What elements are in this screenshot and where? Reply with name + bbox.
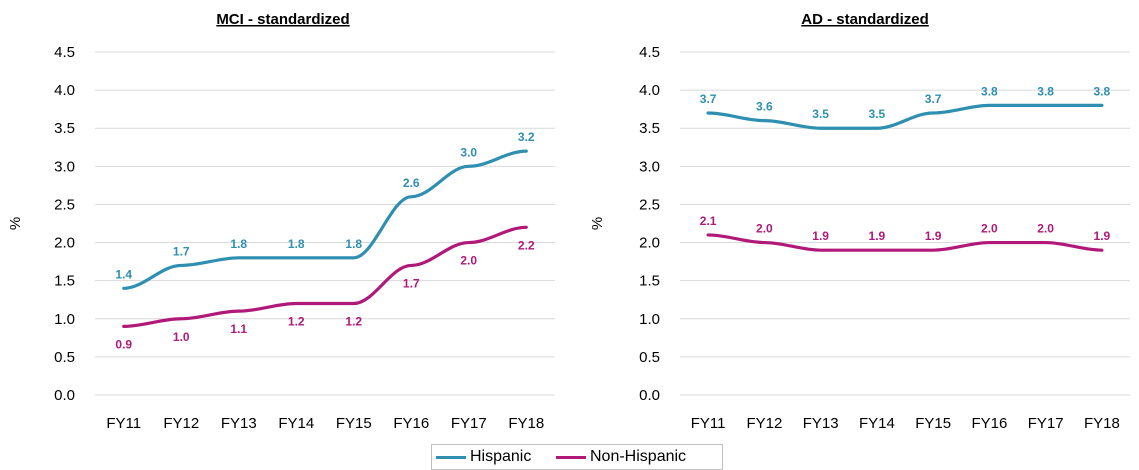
data-label-non-hispanic: 2.0	[981, 222, 998, 236]
legend-label-hispanic: Hispanic	[470, 448, 532, 465]
x-tick-label: FY17	[1028, 415, 1064, 432]
x-tick-label: FY13	[221, 415, 257, 432]
y-tick-label: 1.5	[54, 273, 75, 290]
series-line-hispanic	[706, 103, 1104, 130]
series-line-non-hispanic	[122, 225, 528, 328]
data-label-non-hispanic: 1.2	[288, 315, 305, 329]
y-tick-label: 3.5	[54, 120, 75, 137]
x-tick-label: FY18	[1084, 415, 1120, 432]
x-tick-label: FY15	[915, 415, 951, 432]
data-label-non-hispanic: 2.2	[518, 238, 535, 252]
x-tick-label: FY11	[691, 415, 726, 432]
y-tick-label: 2.5	[54, 196, 75, 213]
data-label-hispanic: 2.6	[403, 176, 420, 190]
y-tick-label: 0.0	[54, 387, 75, 404]
legend-label-non-hispanic: Non-Hispanic	[590, 448, 687, 465]
y-axis-label: %	[7, 217, 24, 230]
legend-item-hispanic: Hispanic	[436, 445, 531, 469]
legend-item-non-hispanic: Non-Hispanic	[556, 445, 686, 469]
x-tick-label: FY14	[278, 415, 314, 432]
y-tick-label: 3.5	[639, 120, 660, 137]
chart-title: AD - standardized	[801, 11, 929, 28]
series-line-non-hispanic	[706, 233, 1104, 252]
data-label-hispanic: 3.8	[1094, 84, 1111, 98]
data-label-non-hispanic: 1.9	[869, 229, 886, 243]
data-label-non-hispanic: 1.1	[230, 322, 247, 336]
x-tick-label: FY12	[163, 415, 199, 432]
y-tick-label: 1.0	[639, 311, 660, 328]
data-label-non-hispanic: 1.9	[812, 229, 829, 243]
data-label-hispanic: 3.7	[925, 92, 942, 106]
data-label-non-hispanic: 1.9	[925, 229, 942, 243]
data-label-non-hispanic: 1.2	[345, 315, 362, 329]
y-tick-label: 2.0	[639, 235, 660, 252]
y-tick-label: 2.5	[639, 196, 660, 213]
data-label-hispanic: 1.8	[345, 237, 362, 251]
ad-chart: AD - standardized 0.0 0.5 1.0 1.5 2.0 2.5 3.0 3.…	[589, 11, 1130, 432]
data-label-hispanic: 1.8	[288, 237, 305, 251]
x-tick-label: FY11	[106, 415, 141, 432]
y-tick-label: 0.0	[639, 387, 660, 404]
x-tick-label: FY16	[971, 415, 1007, 432]
y-tick-label: 4.5	[639, 44, 660, 61]
data-label-hispanic: 3.5	[812, 107, 829, 121]
data-label-hispanic: 3.5	[869, 107, 886, 121]
mci-chart: MCI - standardized 0.0 0.5 1.0 1.5 2.0 2.5 3.0 3…	[7, 11, 555, 432]
x-tick-label: FY17	[451, 415, 487, 432]
legend-swatch-hispanic	[436, 455, 466, 459]
y-tick-label: 1.5	[639, 273, 660, 290]
y-tick-label: 2.0	[54, 235, 75, 252]
y-tick-label: 0.5	[54, 349, 75, 366]
data-label-hispanic: 3.7	[700, 92, 717, 106]
data-label-hispanic: 3.2	[518, 130, 535, 144]
y-tick-label: 4.5	[54, 44, 75, 61]
data-label-hispanic: 3.8	[1037, 84, 1054, 98]
data-label-non-hispanic: 1.0	[173, 330, 190, 344]
data-label-non-hispanic: 2.1	[700, 214, 717, 228]
legend-swatch-non-hispanic	[556, 455, 586, 459]
figure: MCI - standardized 0.0 0.5 1.0 1.5 2.0 2.5 3.0 3…	[7, 11, 1130, 432]
x-tick-label: FY13	[803, 415, 839, 432]
x-tick-label: FY15	[336, 415, 372, 432]
y-tick-label: 3.0	[639, 158, 660, 175]
y-tick-label: 1.0	[54, 311, 75, 328]
x-tick-label: FY12	[746, 415, 782, 432]
data-label-hispanic: 3.8	[981, 84, 998, 98]
x-tick-label: FY14	[859, 415, 895, 432]
data-label-non-hispanic: 2.0	[1037, 222, 1054, 236]
y-tick-label: 3.0	[54, 158, 75, 175]
y-axis-label: %	[589, 217, 606, 230]
chart-title: MCI - standardized	[216, 11, 349, 28]
data-label-non-hispanic: 1.7	[403, 276, 420, 290]
x-tick-label: FY16	[393, 415, 429, 432]
data-label-non-hispanic: 0.9	[115, 337, 132, 351]
y-tick-label: 4.0	[639, 82, 660, 99]
data-label-hispanic: 3.0	[460, 145, 477, 159]
data-label-hispanic: 3.6	[756, 100, 773, 114]
y-tick-label: 0.5	[639, 349, 660, 366]
x-tick-label: FY18	[508, 415, 544, 432]
y-tick-label: 4.0	[54, 82, 75, 99]
data-label-hispanic: 1.8	[230, 237, 247, 251]
data-label-hispanic: 1.7	[173, 244, 190, 258]
data-label-non-hispanic: 2.0	[460, 254, 477, 268]
data-label-hispanic: 1.4	[115, 267, 132, 281]
series-line-hispanic	[122, 149, 528, 290]
legend: Hispanic Non-Hispanic	[431, 444, 723, 470]
data-label-non-hispanic: 1.9	[1094, 229, 1111, 243]
data-label-non-hispanic: 2.0	[756, 222, 773, 236]
